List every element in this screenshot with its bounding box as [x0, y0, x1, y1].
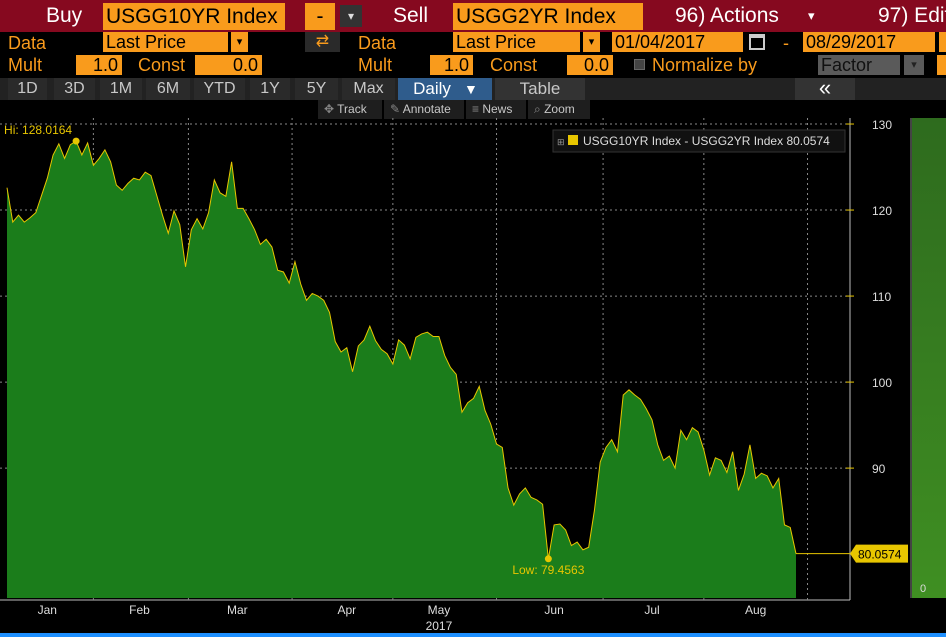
y-tick-label: 90 [872, 462, 886, 476]
y-tick-label: 130 [872, 118, 892, 132]
buy-label: Buy [46, 4, 83, 27]
tool-label: Track [337, 102, 367, 116]
const-label: Const [490, 55, 538, 75]
range-button[interactable]: YTD [194, 78, 245, 100]
const-input[interactable]: 0.0 [195, 55, 262, 75]
side-tick-label: 0 [920, 583, 926, 595]
legend-name: USGG10YR Index - USGG2YR Index [583, 134, 783, 148]
mult-label: Mult [8, 55, 43, 75]
hi-label: Hi: 128.0164 [4, 123, 72, 137]
x-tick-label: Mar [227, 603, 248, 617]
dropdown[interactable]: ▾ [808, 8, 815, 23]
y-tick-label: 110 [872, 290, 891, 304]
legend-box [552, 129, 846, 153]
x-tick-label: May [428, 603, 451, 617]
x-tick-label: Feb [129, 603, 150, 617]
data-label: Data [8, 33, 47, 53]
start-date[interactable]: 01/04/2017 [612, 32, 743, 52]
track-tool[interactable]: ✥ Track [318, 100, 382, 119]
side-panel [912, 118, 946, 598]
x-tick-label: Jan [38, 603, 57, 617]
edit-menu[interactable]: 97) Edit [878, 4, 946, 27]
x-sublabel: 2017 [426, 619, 453, 633]
swap-icon[interactable]: ⇄ [305, 32, 340, 52]
calendar-icon[interactable] [749, 34, 765, 50]
field-select[interactable]: Last Price [453, 32, 580, 52]
line [6, 140, 797, 559]
low-marker [544, 555, 552, 563]
checkbox[interactable] [634, 59, 645, 70]
table-button[interactable]: Table [495, 78, 585, 100]
range-button[interactable]: 5Y [295, 78, 338, 100]
range-button[interactable]: 1Y [250, 78, 290, 100]
dropdown[interactable]: ▾ [230, 32, 248, 52]
x-tick-label: Apr [337, 603, 356, 617]
field-edge [939, 32, 946, 52]
legend-swatch [568, 135, 578, 145]
field-select[interactable]: Last Price [103, 32, 228, 52]
hi-marker [72, 137, 80, 145]
dropdown[interactable]: ▾ [904, 55, 924, 75]
annotate-tool[interactable]: ✎ Annotate [384, 100, 464, 119]
end-date[interactable]: 08/29/2017 [803, 32, 935, 52]
dropdown[interactable]: ▾ [582, 32, 600, 52]
data-label: Data [358, 33, 397, 53]
period-select[interactable]: Daily [398, 78, 492, 100]
normalize-label: Normalize by [652, 55, 758, 75]
tool-label: News [482, 102, 513, 116]
mult-input[interactable]: 1.0 [76, 55, 122, 75]
const-label: Const [138, 55, 186, 75]
range-button[interactable]: 1D [8, 78, 47, 100]
area [7, 141, 796, 598]
dropdown[interactable]: ▾ [340, 5, 362, 27]
legend-value: 80.0574 [786, 134, 830, 148]
operator[interactable]: - [305, 3, 335, 30]
date-separator: - [783, 33, 789, 53]
x-tick-label: Aug [745, 603, 766, 617]
dropdown[interactable]: ▼ [464, 81, 478, 97]
last-value-label: 80.0574 [858, 548, 902, 562]
x-tick-label: Jul [644, 603, 659, 617]
tool-label: Annotate [402, 102, 451, 116]
range-button[interactable]: 6M [146, 78, 190, 100]
buy-ticker[interactable]: USGG10YR Index [103, 3, 285, 30]
field-edge [937, 55, 946, 75]
x-tick-label: Jun [544, 603, 563, 617]
news-tool[interactable]: ≡ News [466, 100, 526, 119]
y-tick-label: 100 [872, 376, 892, 390]
legend-text: USGG10YR Index - USGG2YR Index 80.0574 [583, 134, 830, 148]
status-bar [0, 633, 946, 637]
legend-toggle: ⊞ [557, 137, 565, 147]
tool-label: Zoom [544, 102, 575, 116]
factor-select[interactable]: Factor [818, 55, 900, 75]
low-label: Low: 79.4563 [512, 563, 584, 577]
zoom-tool[interactable]: ⌕ Zoom [528, 100, 590, 119]
const-input[interactable]: 0.0 [567, 55, 613, 75]
mult-label: Mult [358, 55, 393, 75]
range-button[interactable]: 1M [100, 78, 142, 100]
range-button[interactable]: 3D [54, 78, 95, 100]
mult-input[interactable]: 1.0 [430, 55, 473, 75]
y-tick-label: 120 [872, 204, 892, 218]
range-button[interactable]: Max [342, 78, 395, 100]
collapse-button[interactable]: « [795, 78, 855, 100]
last-value-box [850, 544, 908, 563]
actions-menu[interactable]: 96) Actions [675, 4, 779, 27]
sell-ticker[interactable]: USGG2YR Index [453, 3, 643, 30]
sell-label: Sell [393, 4, 429, 27]
